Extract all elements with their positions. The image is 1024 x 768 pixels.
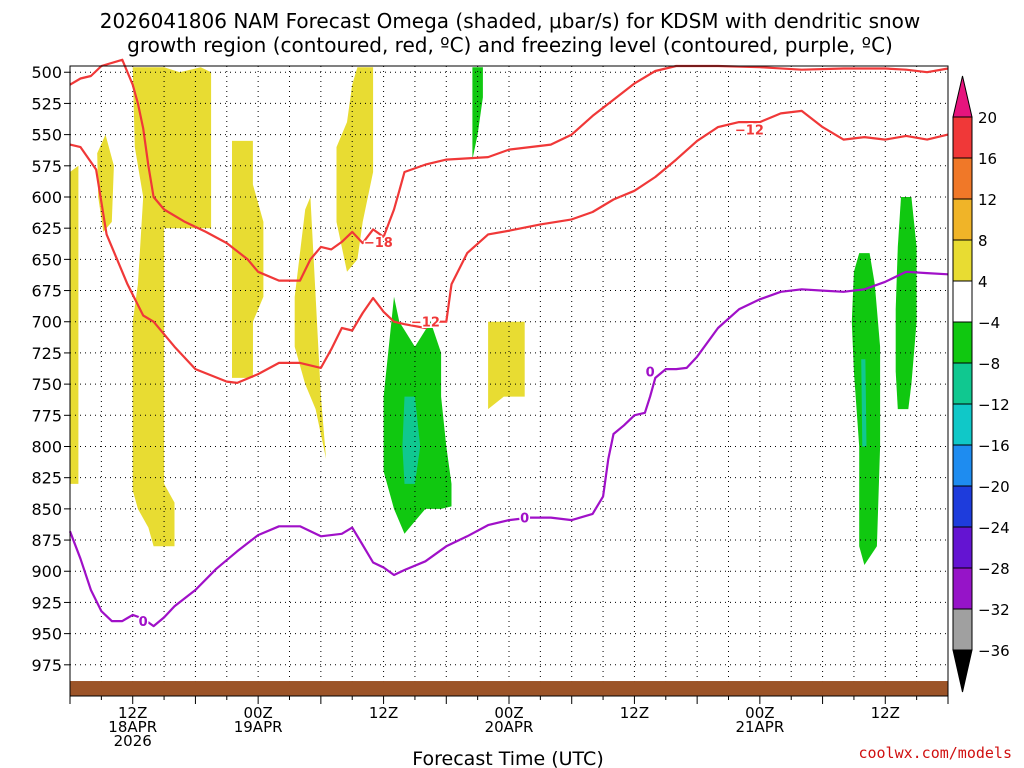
- omega-region-8: [472, 67, 483, 160]
- xtick-label-0-2: 2026: [114, 732, 152, 750]
- colorbar-label-9: −20: [978, 478, 1010, 496]
- colorbar-label-13: −36: [978, 642, 1010, 660]
- ytick-label-825: 825: [31, 469, 62, 488]
- colorbar-swatch-2: [952, 198, 973, 241]
- ytick-label-500: 500: [31, 63, 62, 82]
- colorbar-label-1: 16: [978, 150, 997, 168]
- plot-area: −12 −18 −12 0 0 0: [68, 58, 949, 697]
- colorbar-label-5: −4: [978, 314, 1000, 332]
- colorbar-top-arrow: [952, 75, 973, 118]
- xtick-label-3-1: 20APR: [485, 718, 534, 736]
- freezing-level-contour: [68, 270, 949, 628]
- xtick-label-2-0: 12Z: [369, 704, 398, 722]
- colorbar-swatch-8: [952, 444, 973, 487]
- xtick-label-3-0: 00Z: [494, 704, 523, 722]
- colorbar-swatch-3: [952, 239, 973, 282]
- colorbar-label-3: 8: [978, 232, 988, 250]
- xtick-label-6-0: 12Z: [871, 704, 900, 722]
- ytick-label-625: 625: [31, 219, 62, 238]
- colorbar-label-11: −28: [978, 560, 1010, 578]
- colorbar-swatch-4: [952, 280, 973, 323]
- omega-region-12: [895, 197, 917, 410]
- colorbar-label-6: −8: [978, 355, 1000, 373]
- contour-label-2: −12: [411, 316, 440, 331]
- omega-region-10: [402, 396, 421, 484]
- colorbar-bottom-arrow: [952, 649, 973, 693]
- ytick-label-925: 925: [31, 593, 62, 612]
- colorbar-swatch-10: [952, 526, 973, 569]
- colorbar-swatch-12: [952, 608, 973, 651]
- xtick-label-1-0: 00Z: [243, 704, 272, 722]
- contour-label-4: 0: [520, 512, 529, 527]
- xtick-label-1-1: 19APR: [234, 718, 283, 736]
- colorbar-swatch-5: [952, 321, 973, 364]
- ytick-label-775: 775: [31, 406, 62, 425]
- ytick-label-725: 725: [31, 344, 62, 363]
- ytick-label-650: 650: [31, 250, 62, 269]
- xtick-label-5-0: 00Z: [745, 704, 774, 722]
- contour-label-0: −12: [735, 124, 764, 139]
- site-credit: coolwx.com/models: [858, 744, 1012, 762]
- ytick-label-900: 900: [31, 562, 62, 581]
- colorbar-swatch-6: [952, 362, 973, 405]
- colorbar-swatch-1: [952, 157, 973, 200]
- colorbar-label-4: 4: [978, 273, 988, 291]
- omega-region-9: [383, 296, 452, 534]
- colorbar-swatch-11: [952, 567, 973, 610]
- xtick-label-4-0: 12Z: [620, 704, 649, 722]
- ytick-label-950: 950: [31, 625, 62, 644]
- colorbar-swatch-0: [952, 116, 973, 159]
- omega-region-1: [97, 134, 114, 232]
- ytick-label-550: 550: [31, 126, 62, 145]
- chart-title-line2: growth region (contoured, red, ºC) and f…: [127, 33, 893, 57]
- ytick-label-850: 850: [31, 500, 62, 519]
- colorbar-swatch-9: [952, 485, 973, 528]
- colorbar-label-0: 20: [978, 109, 997, 127]
- ytick-label-800: 800: [31, 437, 62, 456]
- omega-shading: [70, 67, 917, 565]
- xtick-label-5-1: 21APR: [735, 718, 784, 736]
- xtick-label-0-0: 12Z: [118, 704, 147, 722]
- omega-region-4: [232, 184, 264, 372]
- ytick-label-750: 750: [31, 375, 62, 394]
- ytick-label-600: 600: [31, 188, 62, 207]
- colorbar-label-2: 12: [978, 191, 997, 209]
- omega-region-13: [861, 359, 867, 447]
- surface-terrain: [70, 681, 948, 696]
- colorbar-label-12: −32: [978, 601, 1010, 619]
- contour-label-5: 0: [139, 615, 148, 630]
- omega-region-7: [488, 321, 525, 410]
- ytick-label-525: 525: [31, 94, 62, 113]
- omega-region-6: [336, 67, 374, 272]
- ytick-label-975: 975: [31, 656, 62, 675]
- colorbar-swatch-7: [952, 403, 973, 446]
- colorbar-label-7: −12: [978, 396, 1010, 414]
- contour-label-3: 0: [646, 366, 655, 381]
- dgz-minus12-contour: [69, 109, 949, 384]
- y-axis: 500 525 550 575 600 625 650 675 700 725 750 775 800 8…: [31, 63, 70, 675]
- colorbar: 20 16 12 8 4 −4 −8 −12 −16 −20 −24 −28 −32 −36: [952, 75, 1010, 693]
- ytick-label-875: 875: [31, 531, 62, 550]
- omega-region-5: [294, 197, 327, 459]
- xtick-label-0-1: 18APR: [108, 718, 157, 736]
- chart-title-line1: 2026041806 NAM Forecast Omega (shaded, μ…: [100, 9, 921, 33]
- ytick-label-700: 700: [31, 313, 62, 332]
- colorbar-label-10: −24: [978, 519, 1010, 537]
- ytick-label-575: 575: [31, 157, 62, 176]
- contour-label-1: −18: [364, 236, 393, 251]
- x-axis-label: Forecast Time (UTC): [412, 748, 603, 768]
- omega-region-0: [70, 165, 79, 484]
- colorbar-label-8: −16: [978, 437, 1010, 455]
- ytick-label-675: 675: [31, 282, 62, 301]
- contour-labels: −12 −18 −12 0 0 0: [137, 122, 765, 632]
